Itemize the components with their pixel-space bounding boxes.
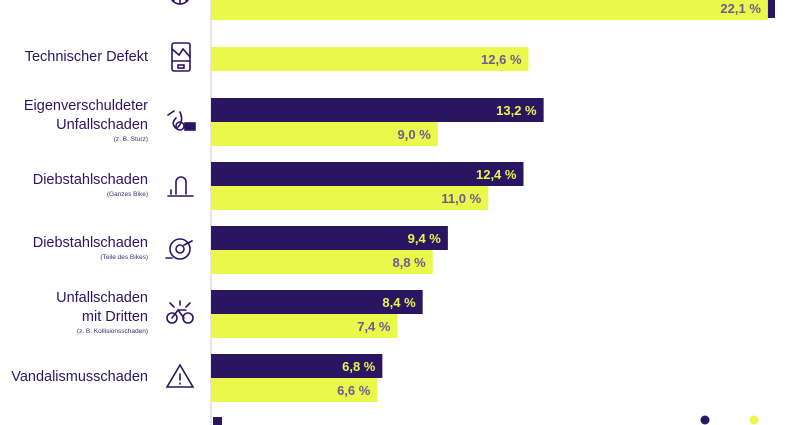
bike-lock-icon: [167, 176, 194, 197]
category-label-line: Vandalismusschaden: [11, 368, 148, 385]
wheel-icon: [171, 0, 189, 5]
data-label: 22,1 %: [720, 1, 761, 16]
bar-series-b-4: [211, 250, 433, 274]
bike-crash-icon: [167, 110, 196, 131]
data-label: 8,4 %: [382, 295, 416, 310]
category-label: Eigenverschuldeter Unfallschaden (z. B. St…: [24, 97, 148, 145]
data-label: 9,0 %: [398, 127, 432, 142]
bar-series-a-2: [211, 98, 544, 122]
category-label-line: Technischer Defekt: [24, 48, 148, 65]
category-label-line: Eigenverschuldeter: [23, 97, 148, 114]
data-label: 8,8 %: [393, 255, 427, 270]
data-label: 12,6 %: [481, 52, 522, 67]
bar-series-b-3: [211, 186, 489, 210]
bar-series-a-0: [767, 0, 775, 18]
bar-series-b-0: [211, 0, 768, 20]
category-sublabel: (z. B. Kollisionsschaden): [76, 327, 148, 335]
bike-collision-icon: [166, 300, 194, 324]
bar-series-b-6: [211, 378, 378, 402]
category-label: Technischer Defekt: [25, 48, 148, 67]
data-label: 12,4 %: [476, 167, 517, 182]
data-label: 11,0 %: [441, 191, 481, 206]
category-label: Diebstahlschaden (Teile des Bikes): [33, 234, 148, 263]
bar-series-a-5: [211, 290, 423, 314]
category-sublabel: (z. B. Sturz): [113, 135, 148, 143]
data-label: 6,6 %: [337, 383, 371, 398]
legend-dot-b: [749, 415, 759, 425]
category-label: Vandalismusschaden: [11, 368, 148, 387]
category-label-line: mit Dritten: [81, 308, 148, 325]
bar-series-b-1: [211, 47, 529, 71]
broken-phone-icon: [171, 42, 191, 72]
category-label-line: Unfallschaden: [56, 289, 148, 306]
category-sublabel: (Ganzes Bike): [106, 191, 148, 199]
bar-series-a-4: [211, 226, 448, 250]
data-label: 6,8 %: [342, 359, 376, 374]
category-label: Unfallschaden mit Dritten (z. B. Kollision…: [56, 289, 148, 337]
category-label: Diebstahlschaden (Ganzes Bike): [33, 171, 148, 200]
warning-triangle-icon: [165, 363, 195, 388]
data-label: 7,4 %: [357, 319, 391, 334]
data-label: 9,4 %: [408, 231, 442, 246]
category-label-line: Unfallschaden: [56, 116, 148, 133]
legend-dot-a: [700, 415, 710, 425]
bike-wheel-icon: [165, 238, 193, 260]
category-sublabel: (Teile des Bikes): [100, 254, 148, 262]
category-label-line: Diebstahlschaden: [32, 172, 148, 189]
bar-series-a-3: [211, 162, 524, 186]
legend-swatch-a: [213, 417, 222, 425]
bar-series-a-6: [211, 354, 383, 378]
category-label-line: Diebstahlschaden: [32, 235, 148, 252]
data-label: 13,2 %: [496, 103, 537, 118]
bar-series-b-2: [211, 122, 438, 146]
bar-series-b-5: [211, 314, 398, 338]
